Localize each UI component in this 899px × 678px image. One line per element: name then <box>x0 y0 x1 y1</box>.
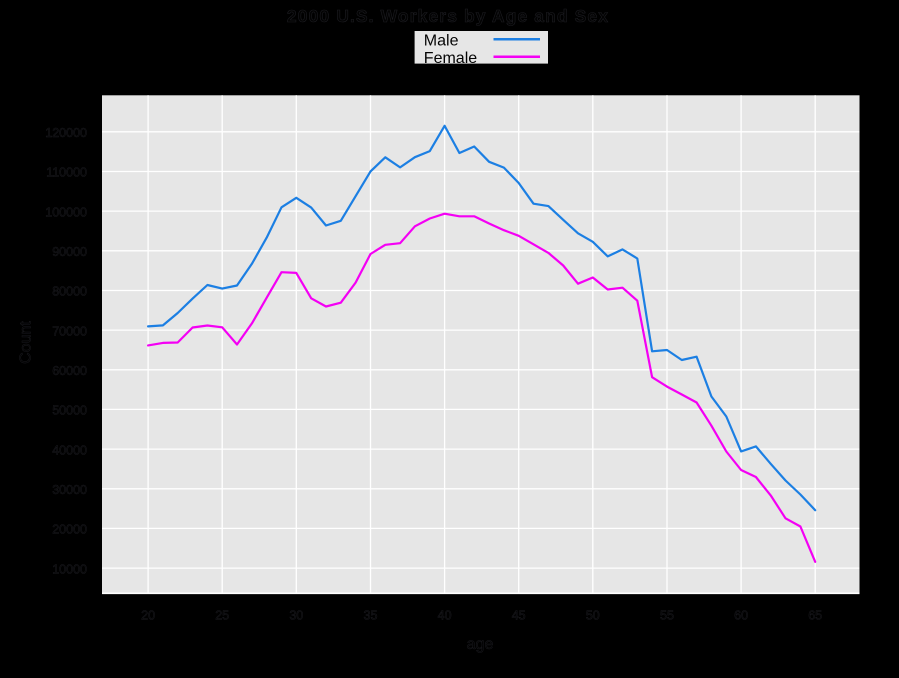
svg-text:2000 U.S. Workers by Age and S: 2000 U.S. Workers by Age and Sex <box>287 6 609 26</box>
svg-text:90000: 90000 <box>52 245 87 259</box>
svg-text:40: 40 <box>438 609 452 623</box>
svg-text:65: 65 <box>808 609 822 623</box>
svg-text:20: 20 <box>141 609 155 623</box>
svg-text:50: 50 <box>586 609 600 623</box>
svg-text:Count: Count <box>18 321 35 364</box>
svg-text:100000: 100000 <box>45 205 87 219</box>
svg-text:25: 25 <box>215 609 229 623</box>
svg-text:10000: 10000 <box>52 562 87 576</box>
svg-text:20000: 20000 <box>52 523 87 537</box>
svg-text:60000: 60000 <box>52 364 87 378</box>
svg-text:30000: 30000 <box>52 483 87 497</box>
svg-text:80000: 80000 <box>52 285 87 299</box>
svg-text:30: 30 <box>289 609 303 623</box>
svg-text:120000: 120000 <box>45 126 87 140</box>
svg-text:Female: Female <box>424 50 477 67</box>
svg-text:age: age <box>467 636 494 653</box>
svg-text:60: 60 <box>734 609 748 623</box>
svg-text:50000: 50000 <box>52 404 87 418</box>
svg-text:70000: 70000 <box>52 324 87 338</box>
svg-text:35: 35 <box>364 609 378 623</box>
svg-text:55: 55 <box>660 609 674 623</box>
svg-text:110000: 110000 <box>46 166 87 180</box>
svg-text:Male: Male <box>424 32 459 49</box>
svg-text:45: 45 <box>512 609 526 623</box>
svg-text:40000: 40000 <box>52 443 87 457</box>
